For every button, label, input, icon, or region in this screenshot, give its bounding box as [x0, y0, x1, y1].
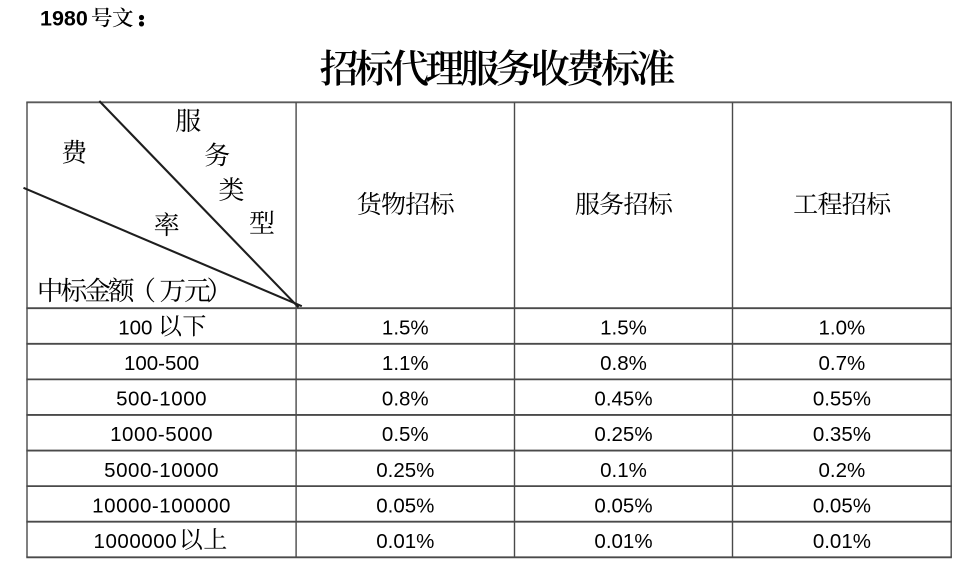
svg-text:0.01%: 0.01% [813, 530, 871, 553]
svg-text:0.8%: 0.8% [382, 388, 429, 411]
svg-text:0.7%: 0.7% [819, 352, 866, 375]
svg-text:0.1%: 0.1% [600, 459, 647, 482]
svg-text:0.8%: 0.8% [600, 352, 647, 375]
svg-text:0.2%: 0.2% [819, 459, 866, 482]
svg-text:1000000: 1000000 [94, 530, 178, 553]
svg-text:0.25%: 0.25% [594, 423, 652, 446]
svg-text:0.05%: 0.05% [376, 494, 434, 517]
svg-text:0.01%: 0.01% [376, 530, 434, 553]
svg-text:0.01%: 0.01% [594, 530, 652, 553]
svg-text:10000-100000: 10000-100000 [92, 494, 231, 517]
svg-text:0.35%: 0.35% [813, 423, 871, 446]
svg-text:1000-5000: 1000-5000 [110, 423, 213, 446]
svg-text:0.05%: 0.05% [813, 494, 871, 517]
svg-text:1.0%: 1.0% [819, 317, 866, 340]
svg-text:1980: 1980 [40, 6, 88, 30]
svg-text:0.55%: 0.55% [813, 388, 871, 411]
svg-text:0.05%: 0.05% [594, 494, 652, 517]
svg-text:5000-10000: 5000-10000 [104, 459, 219, 482]
svg-text:100-500: 100-500 [124, 352, 199, 375]
svg-text:0.25%: 0.25% [376, 459, 434, 482]
svg-text:100: 100 [118, 317, 152, 340]
svg-text:0.45%: 0.45% [594, 388, 652, 411]
svg-text:1.5%: 1.5% [382, 317, 429, 340]
svg-text:500-1000: 500-1000 [116, 388, 207, 411]
svg-text:1.5%: 1.5% [600, 317, 647, 340]
svg-text:1.1%: 1.1% [382, 352, 429, 375]
svg-text:0.5%: 0.5% [382, 423, 429, 446]
